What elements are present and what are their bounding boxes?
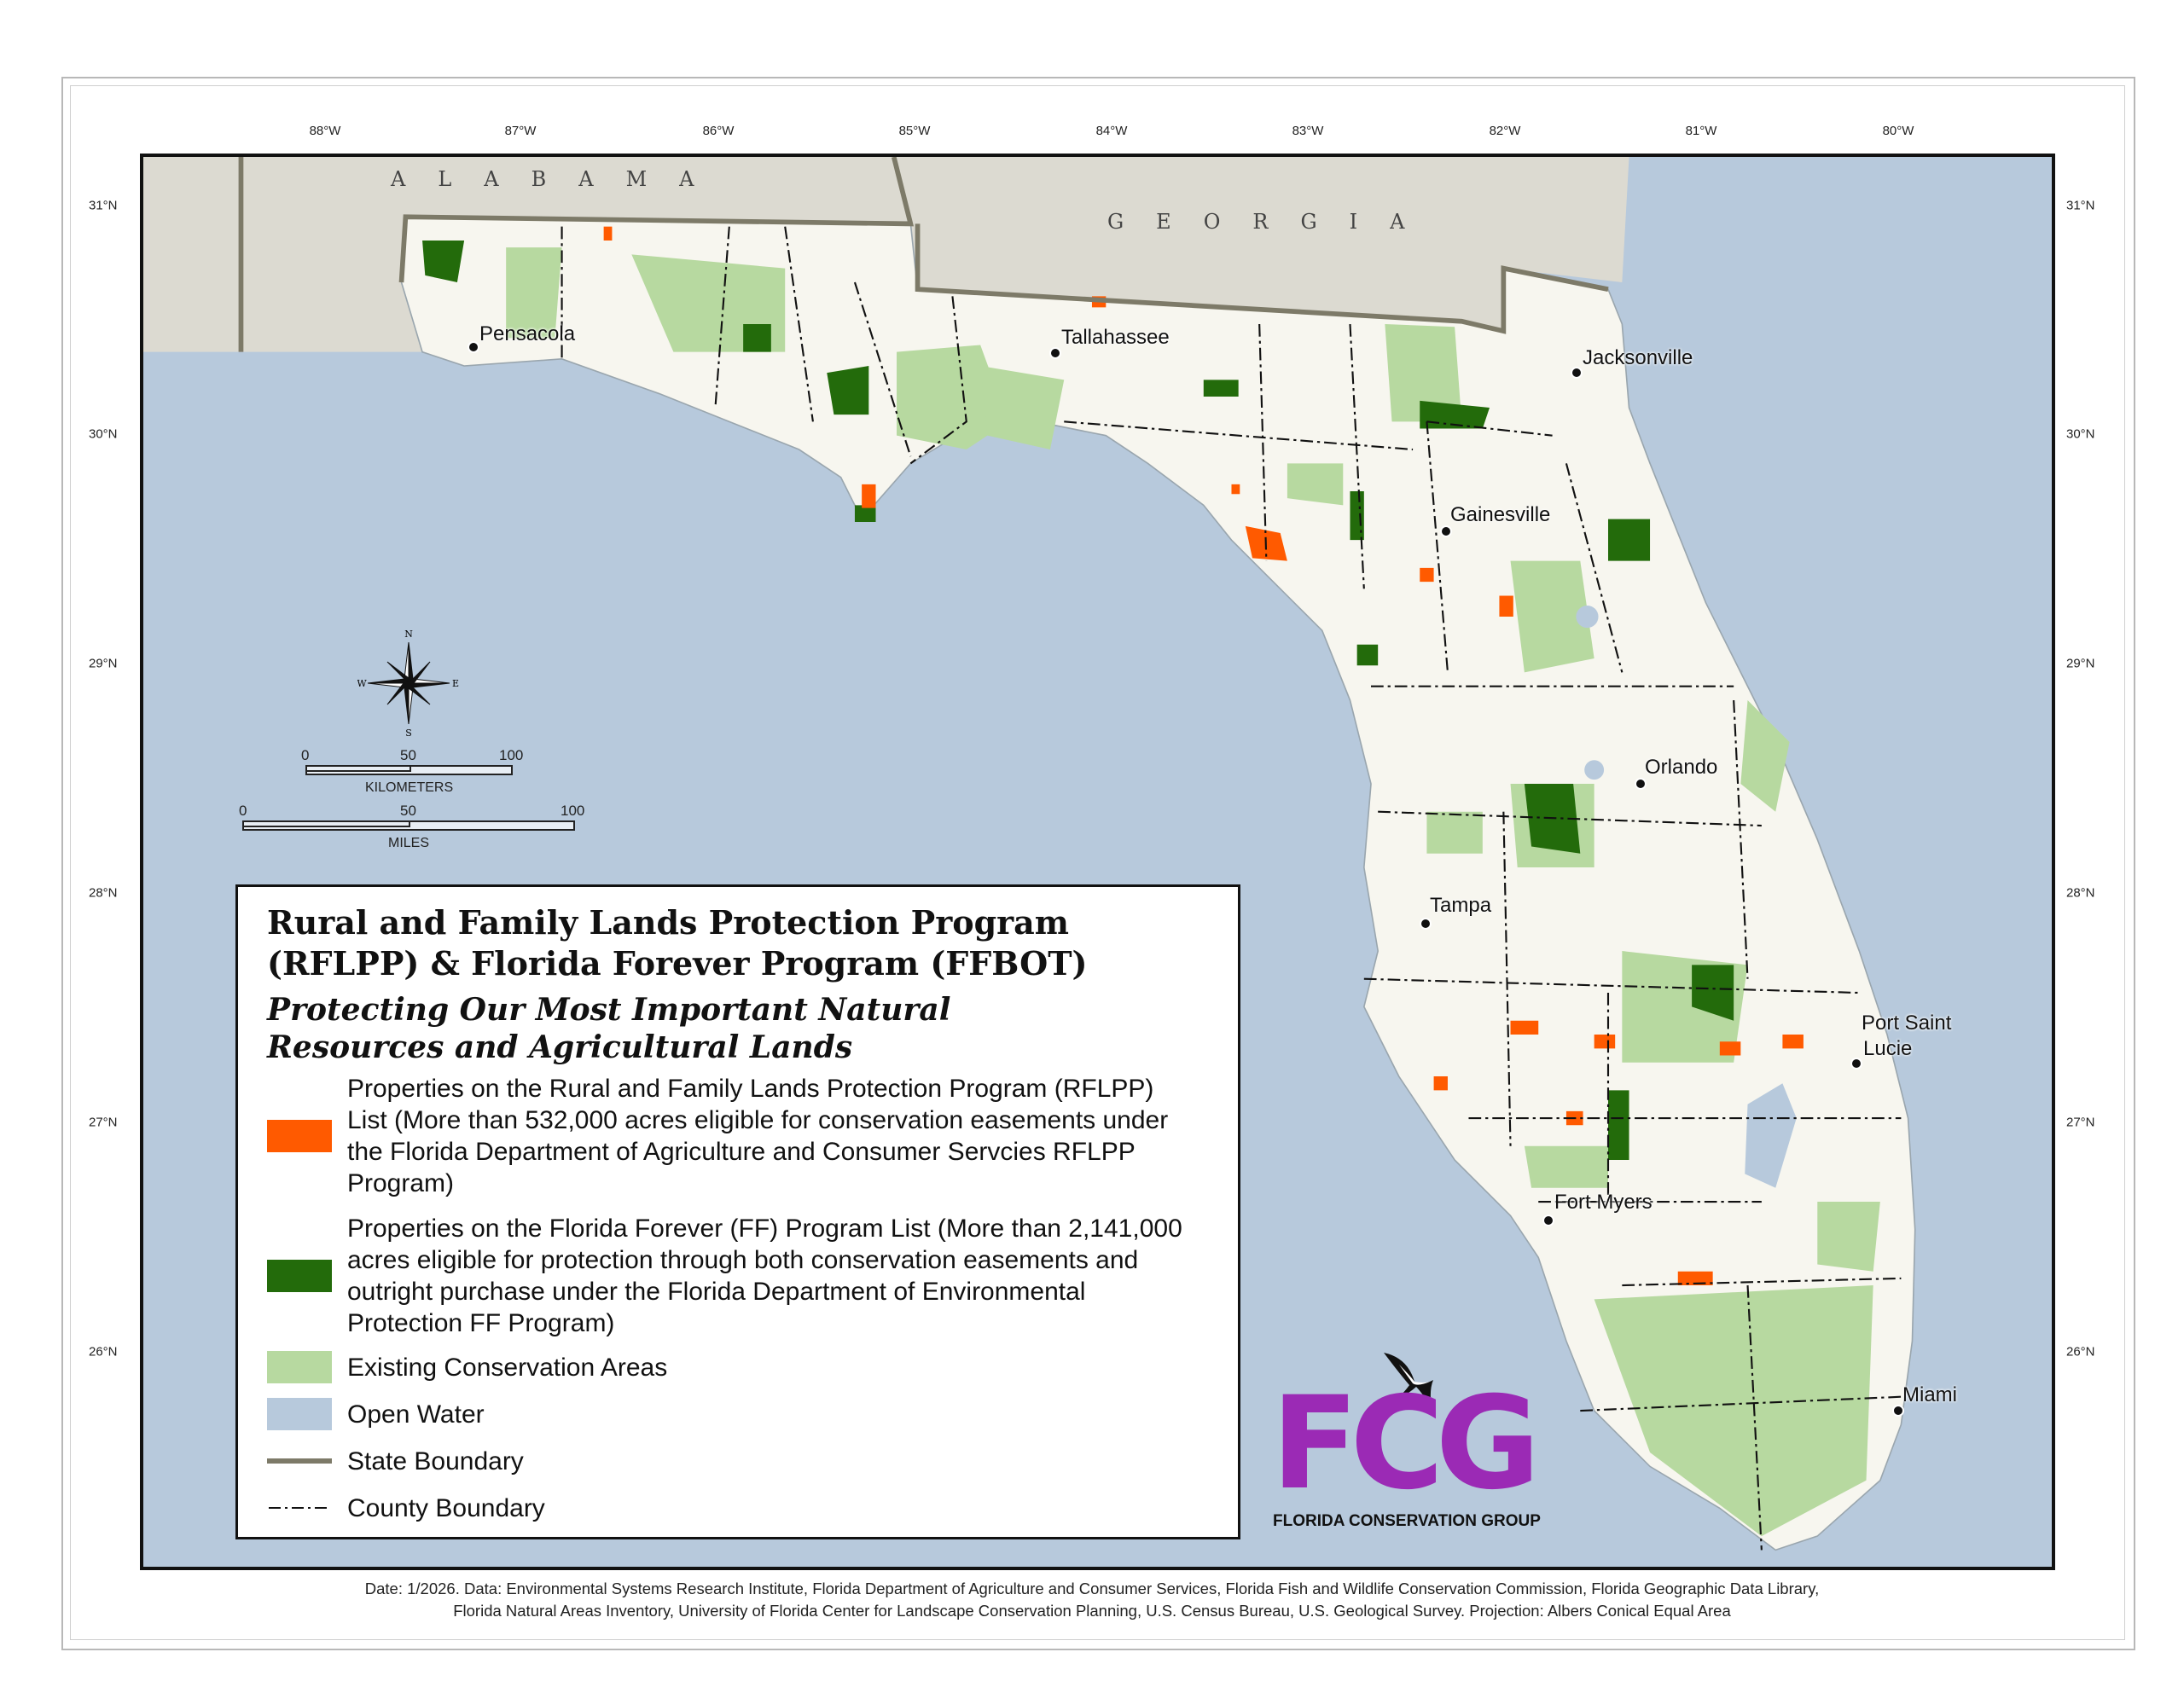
legend-label: Properties on the Florida Forever (FF) P… bbox=[347, 1215, 1182, 1337]
logo-mark: FCG bbox=[1271, 1370, 1541, 1518]
footer-credits-line-1: Date: 1/2026. Data: Environmental System… bbox=[364, 1580, 1820, 1597]
legend-label: State Boundary bbox=[347, 1446, 524, 1475]
city-marker bbox=[468, 341, 479, 353]
lat-tick: 28°N bbox=[89, 885, 118, 901]
scale-bar-miles bbox=[242, 820, 575, 831]
ff-swatch bbox=[267, 1260, 332, 1292]
scale-km-tick: 100 bbox=[499, 747, 524, 763]
city-marker bbox=[1049, 347, 1061, 359]
compass-n: N bbox=[404, 629, 413, 640]
neighbor-states bbox=[143, 157, 1629, 352]
state-boundary-swatch bbox=[267, 1445, 332, 1477]
inner-frame bbox=[70, 85, 2125, 1640]
logo-name: FLORIDA CONSERVATION GROUP bbox=[1273, 1512, 1541, 1530]
state-label-georgia: GEORGIA bbox=[1107, 210, 1438, 234]
city-label-tampa: Tampa bbox=[1430, 894, 1492, 917]
legend-title-line: (RFLPP) & Florida Forever Program (FFBOT… bbox=[267, 944, 1088, 983]
legend-item-county-boundary: County Boundary bbox=[267, 1492, 1200, 1524]
compass-rose-icon: N S E W bbox=[357, 629, 459, 739]
city-marker bbox=[1440, 525, 1452, 537]
footer-credits-line-2: Florida Natural Areas Inventory, Univers… bbox=[453, 1602, 1731, 1620]
city-label-port-saint-lucie-2: Lucie bbox=[1863, 1037, 1913, 1060]
city-marker bbox=[1850, 1058, 1862, 1070]
lon-tick: 84°W bbox=[1095, 124, 1128, 138]
water-swatch bbox=[267, 1398, 332, 1430]
swallow-tailed-kite-icon bbox=[1384, 1353, 1433, 1407]
city-marker bbox=[1420, 918, 1432, 930]
legend-subtitle-line: Protecting Our Most Important Natural bbox=[267, 992, 951, 1028]
lat-tick: 31°N bbox=[2066, 198, 2095, 213]
scale-bar-km bbox=[305, 765, 513, 775]
legend-item-water: Open Water bbox=[267, 1398, 1200, 1430]
lon-tick: 81°W bbox=[1685, 124, 1717, 138]
outer-frame bbox=[61, 77, 2135, 1650]
lon-tick: 86°W bbox=[702, 124, 735, 138]
scale-mi-tick: 50 bbox=[400, 803, 416, 819]
florida-map bbox=[143, 157, 1916, 1551]
legend-item-ff: Properties on the Florida Forever (FF) P… bbox=[267, 1213, 1200, 1339]
state-boundaries bbox=[238, 157, 1609, 352]
city-marker bbox=[1635, 778, 1647, 790]
lat-tick: 27°N bbox=[2066, 1115, 2095, 1130]
legend-subtitle: Protecting Our Most Important Natural Re… bbox=[267, 991, 1205, 1066]
compass-s: S bbox=[405, 728, 412, 738]
lon-tick: 85°W bbox=[898, 124, 931, 138]
lat-tick: 28°N bbox=[2066, 885, 2095, 901]
legend-title: Rural and Family Lands Protection Progra… bbox=[267, 902, 1223, 984]
lat-tick: 29°N bbox=[2066, 656, 2095, 671]
north-arrow-compass: N S E W bbox=[357, 627, 460, 739]
legend-item-conservation: Existing Conservation Areas bbox=[267, 1351, 1200, 1383]
city-marker bbox=[1571, 367, 1583, 379]
lon-tick: 88°W bbox=[309, 124, 341, 138]
rflpp-swatch bbox=[267, 1120, 332, 1152]
legend-label: County Boundary bbox=[347, 1493, 545, 1522]
lat-tick: 30°N bbox=[2066, 426, 2095, 442]
city-label-jacksonville: Jacksonville bbox=[1583, 346, 1693, 369]
city-marker bbox=[1542, 1215, 1554, 1226]
legend-item-rflpp: Properties on the Rural and Family Lands… bbox=[267, 1073, 1200, 1199]
city-label-miami: Miami bbox=[1902, 1383, 1957, 1406]
lat-tick: 26°N bbox=[2066, 1344, 2095, 1359]
legend-title-line: Rural and Family Lands Protection Progra… bbox=[267, 903, 1069, 942]
city-marker bbox=[1892, 1405, 1904, 1417]
scale-mi-tick: 0 bbox=[239, 803, 247, 819]
city-label-orlando: Orlando bbox=[1645, 756, 1718, 779]
lon-tick: 82°W bbox=[1489, 124, 1521, 138]
scale-km-tick: 0 bbox=[301, 747, 310, 763]
county-boundary-swatch bbox=[267, 1492, 332, 1524]
scale-km-tick: 50 bbox=[400, 747, 416, 763]
lat-tick: 26°N bbox=[89, 1344, 118, 1359]
fcg-logo: FCG FLORIDA CONSERVATION GROUP bbox=[1271, 1348, 1570, 1535]
lon-tick: 83°W bbox=[1292, 124, 1324, 138]
city-label-fort-myers: Fort Myers bbox=[1554, 1191, 1653, 1214]
lakes bbox=[1576, 605, 1797, 1188]
lat-tick: 31°N bbox=[89, 198, 118, 213]
city-label-pensacola: Pensacola bbox=[479, 322, 576, 345]
lat-tick: 30°N bbox=[89, 426, 118, 442]
legend-label: Properties on the Rural and Family Lands… bbox=[347, 1075, 1169, 1197]
legend-item-state-boundary: State Boundary bbox=[267, 1445, 1200, 1477]
city-label-tallahassee: Tallahassee bbox=[1061, 326, 1170, 349]
rflpp-properties bbox=[603, 226, 1804, 1286]
compass-w: W bbox=[357, 678, 367, 689]
lat-tick: 29°N bbox=[89, 656, 118, 671]
map-legend: Rural and Family Lands Protection Progra… bbox=[235, 884, 1240, 1539]
lon-tick: 80°W bbox=[1882, 124, 1914, 138]
city-label-gainesville: Gainesville bbox=[1450, 503, 1551, 526]
scale-km-unit: KILOMETERS bbox=[365, 780, 454, 795]
scale-mi-unit: MILES bbox=[388, 836, 430, 850]
city-label-port-saint-lucie: Port Saint bbox=[1862, 1012, 1952, 1035]
legend-subtitle-line: Resources and Agricultural Lands bbox=[267, 1029, 853, 1065]
compass-e: E bbox=[452, 678, 459, 689]
scale-mi-tick: 100 bbox=[561, 803, 585, 819]
state-label-alabama: ALABAMA bbox=[391, 167, 727, 191]
legend-label: Open Water bbox=[347, 1400, 485, 1429]
county-boundaries bbox=[561, 226, 1902, 1551]
lon-tick: 87°W bbox=[504, 124, 537, 138]
conservation-swatch bbox=[267, 1351, 332, 1383]
legend-label: Existing Conservation Areas bbox=[347, 1353, 668, 1382]
lat-tick: 27°N bbox=[89, 1115, 118, 1130]
